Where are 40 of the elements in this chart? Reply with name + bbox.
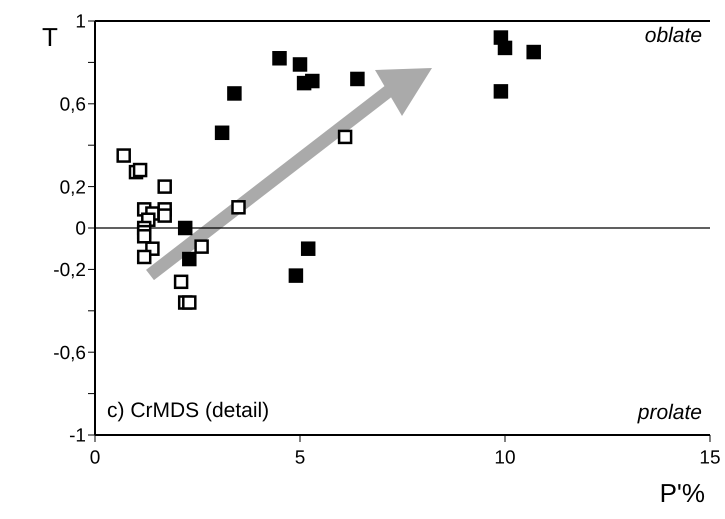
point [350,72,365,86]
point [300,241,316,256]
point [214,126,230,140]
point [272,51,287,66]
point [498,40,512,56]
point [194,239,209,254]
point [526,44,541,60]
x-tick-label: 10 [494,447,516,468]
y-tick-label: 0,6 [60,94,86,116]
annotation: oblate [644,24,702,48]
point [231,200,246,215]
x-tick-label: 15 [699,447,721,468]
point [174,274,188,290]
x-axis-title: P'% [660,478,705,509]
point [132,162,148,178]
point [292,57,308,72]
y-tick-label: 1 [75,12,86,33]
point [116,148,131,163]
annotation: prolate [638,401,702,425]
y-tick-label: 0,2 [60,177,86,198]
x-tick-label: 0 [90,447,100,468]
point [178,220,192,236]
y-axis-title: T [42,22,58,53]
y-tick-label: -0,6 [53,342,86,364]
point [136,250,152,264]
y-tick-label: -1 [69,426,86,447]
point [157,208,172,223]
point [338,130,352,144]
annotation: c) CrMDS (detail) [107,399,270,423]
point [227,86,242,101]
point [288,268,304,283]
point [182,252,197,266]
y-tick-label: -0,2 [53,260,86,282]
point [305,74,320,88]
x-tick-label: 5 [294,447,306,468]
point [157,179,172,194]
y-tick-label: 0 [75,218,86,240]
point [136,229,152,244]
point [494,84,508,99]
point [182,295,197,310]
